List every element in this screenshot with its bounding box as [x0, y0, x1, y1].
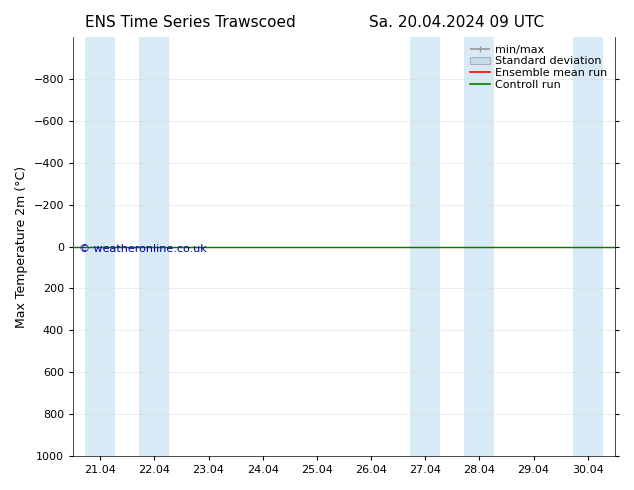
Text: © weatheronline.co.uk: © weatheronline.co.uk	[79, 244, 206, 254]
Bar	[465, 37, 495, 456]
Bar	[139, 37, 169, 456]
Y-axis label: Max Temperature 2m (°C): Max Temperature 2m (°C)	[15, 166, 28, 328]
Bar	[410, 37, 440, 456]
Text: ENS Time Series Trawscoed: ENS Time Series Trawscoed	[85, 15, 295, 30]
Bar	[573, 37, 603, 456]
Legend: min/max, Standard deviation, Ensemble mean run, Controll run: min/max, Standard deviation, Ensemble me…	[468, 43, 609, 92]
Bar	[85, 37, 115, 456]
Text: Sa. 20.04.2024 09 UTC: Sa. 20.04.2024 09 UTC	[369, 15, 544, 30]
